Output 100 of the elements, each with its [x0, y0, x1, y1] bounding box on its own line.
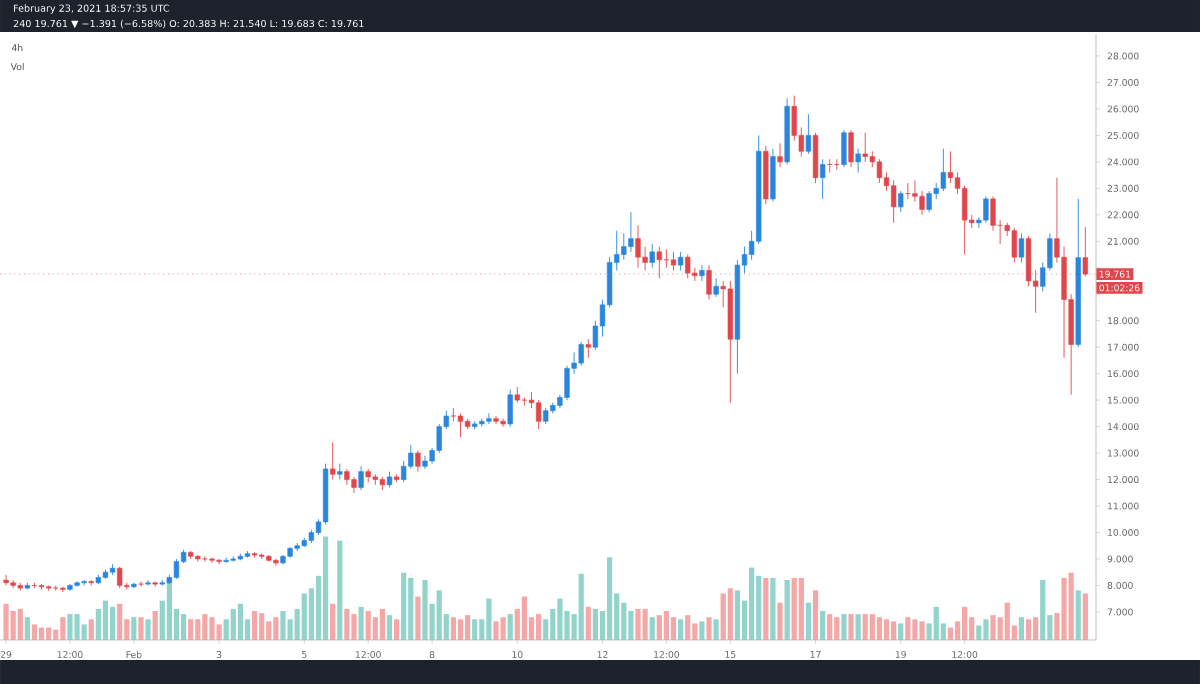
bar	[536, 614, 542, 640]
bar	[855, 614, 861, 640]
bar	[202, 614, 208, 640]
bar	[358, 606, 364, 640]
candlestick	[117, 566, 123, 589]
candlestick	[890, 179, 897, 224]
bar	[1082, 593, 1088, 640]
candlestick	[713, 277, 719, 298]
candlestick	[358, 465, 364, 491]
candlestick	[699, 264, 705, 282]
bar	[1004, 602, 1010, 640]
candlestick	[330, 442, 336, 480]
bar	[663, 611, 670, 640]
bar	[912, 619, 918, 640]
bar	[24, 617, 30, 640]
bar	[31, 624, 38, 640]
candlestick	[841, 129, 847, 168]
bar	[820, 611, 826, 640]
bar	[1018, 617, 1025, 640]
candlestick	[486, 412, 492, 425]
bar	[557, 598, 563, 640]
bar	[756, 575, 762, 640]
bar	[74, 614, 80, 640]
bar	[720, 593, 726, 640]
bar	[365, 611, 371, 640]
bar	[862, 614, 868, 640]
candlestick	[848, 129, 854, 168]
bar	[1025, 619, 1032, 640]
bar	[493, 621, 499, 640]
candlestick	[450, 407, 457, 422]
candlestick	[763, 145, 769, 205]
candlestick	[1018, 232, 1025, 263]
bar	[713, 619, 719, 640]
bar	[734, 590, 741, 640]
bar	[1068, 572, 1074, 640]
candlestick	[202, 555, 208, 563]
candlestick	[585, 338, 591, 359]
candlestick	[422, 455, 428, 470]
candlestick	[351, 476, 357, 494]
bar	[784, 579, 790, 640]
candlestick	[635, 224, 641, 269]
candlestick	[983, 195, 989, 224]
bar	[209, 617, 215, 640]
bar	[450, 617, 456, 640]
bar	[656, 615, 662, 640]
bar	[521, 596, 527, 640]
bar	[109, 606, 116, 640]
candlestick	[535, 399, 542, 430]
bar	[372, 617, 378, 640]
bar	[983, 619, 989, 640]
candlestick	[677, 251, 684, 271]
bar	[10, 611, 16, 640]
bar	[678, 619, 684, 640]
bar	[351, 614, 357, 640]
bar	[763, 577, 769, 640]
bar	[472, 619, 478, 640]
bar	[507, 614, 513, 640]
candlestick	[812, 132, 819, 184]
candlestick	[961, 185, 968, 255]
bar	[88, 619, 94, 640]
bar	[805, 602, 812, 640]
bar	[798, 577, 804, 640]
bar	[976, 625, 982, 640]
candlestick	[1011, 227, 1017, 263]
candlestick	[344, 468, 350, 486]
bar	[1061, 577, 1067, 640]
bar	[592, 608, 599, 640]
bar	[692, 623, 698, 640]
candlestick	[855, 148, 861, 173]
bar	[699, 621, 705, 640]
candlestick	[3, 574, 9, 586]
bar	[251, 611, 258, 640]
bar	[464, 615, 471, 640]
bar	[266, 621, 272, 640]
bar	[401, 572, 407, 640]
bar	[117, 603, 123, 640]
candlestick	[926, 190, 932, 213]
bar	[166, 577, 172, 640]
bar	[280, 611, 286, 640]
bar	[727, 588, 733, 640]
bar	[962, 606, 968, 640]
candlestick	[507, 389, 513, 428]
bar	[322, 536, 329, 640]
bar	[706, 617, 712, 640]
bar	[17, 608, 23, 640]
bar	[670, 617, 677, 640]
candlestick	[770, 148, 776, 203]
bar	[628, 611, 634, 640]
bar	[500, 617, 506, 640]
bar	[330, 603, 336, 640]
bar	[841, 614, 847, 640]
bar	[486, 598, 492, 640]
bar	[834, 617, 840, 640]
bar	[145, 619, 151, 640]
bar	[131, 617, 137, 640]
candlestick	[777, 142, 783, 168]
bar	[848, 614, 854, 640]
bar	[685, 615, 691, 640]
bar	[905, 617, 911, 640]
candlestick	[273, 558, 279, 567]
